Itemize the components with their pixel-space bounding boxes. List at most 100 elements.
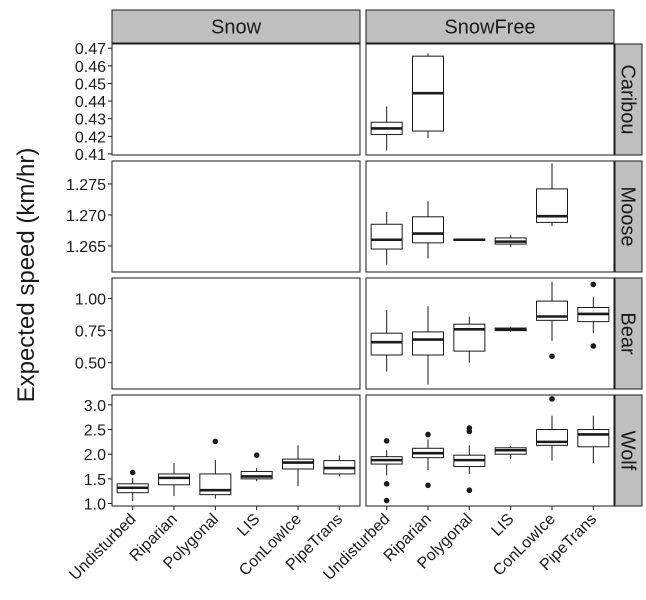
box-iqr (412, 331, 444, 356)
box-polygonal (199, 438, 232, 499)
y-tick-label: 0.46 (75, 59, 106, 76)
outlier-point (253, 452, 260, 458)
box-iqr (412, 216, 444, 244)
box-lis (494, 445, 527, 460)
box-polygonal (453, 316, 486, 363)
outlier-point (383, 497, 390, 504)
row-strip-label: Bear (617, 312, 639, 355)
box-iqr (370, 332, 403, 356)
panel-wolf-snowfree (365, 394, 615, 507)
outlier-point (549, 396, 555, 402)
box-undisturbed (116, 469, 149, 502)
row-strip-label: Moose (617, 186, 639, 246)
row-strips: Caribou Moose Bear Wolf (614, 43, 643, 507)
box-pipetrans (577, 415, 610, 464)
box-undisturbed (370, 211, 403, 265)
panel-border (111, 160, 361, 273)
column-strip-label: SnowFree (444, 17, 535, 39)
panel-wolf-snow (111, 394, 361, 507)
outlier-point (590, 343, 597, 349)
panel-caribou-snow (111, 43, 361, 156)
panel-bear-snowfree (365, 277, 615, 390)
box-undisturbed (370, 438, 403, 504)
y-tick-label: 0.41 (75, 147, 106, 164)
y-tick-label: 0.44 (75, 94, 106, 111)
outlier-point (212, 438, 219, 445)
panel-border (365, 277, 615, 390)
y-axis-title: Expected speed (km/hr) (13, 148, 40, 403)
box-iqr (370, 223, 403, 250)
y-tick-label: 1.270 (66, 208, 106, 225)
box-iqr (282, 458, 314, 470)
y-tick-label: 3.0 (84, 398, 106, 415)
box-lis (240, 452, 273, 482)
outlier-point (590, 281, 597, 288)
y-tick-label: 0.47 (75, 41, 106, 58)
y-tick-label: 2.5 (84, 423, 106, 440)
outlier-point (383, 438, 390, 444)
panel-border (365, 394, 615, 507)
box-undisturbed (370, 106, 403, 151)
x-tick-label: LIS (234, 511, 263, 540)
box-polygonal (453, 238, 486, 242)
row-strip-moose (614, 160, 643, 273)
box-iqr (199, 473, 232, 496)
y-tick-label: 1.275 (66, 177, 106, 194)
box-pipetrans (323, 455, 356, 477)
outlier-point (425, 431, 431, 438)
y-tick-label: 0.42 (75, 129, 106, 146)
box-conlowice (536, 163, 568, 227)
outlier-point (129, 469, 136, 476)
y-tick-label: 1.00 (75, 292, 106, 309)
panel-border (111, 277, 361, 390)
row-strip-bear (614, 277, 643, 390)
panel-moose-snow (111, 160, 361, 273)
panel-border (365, 160, 615, 273)
box-riparian (412, 306, 444, 385)
y-tick-label: 1.0 (84, 497, 106, 514)
x-tick-label: Undisturbed (66, 511, 139, 584)
row-strip-label: Wolf (617, 431, 639, 471)
y-tick-label: 0.45 (75, 76, 106, 93)
outlier-point (383, 481, 390, 487)
panel-moose-snowfree (365, 160, 615, 273)
outlier-point (549, 353, 555, 360)
box-polygonal (453, 425, 486, 494)
box-riparian (158, 463, 190, 497)
row-strip-wolf (614, 394, 643, 507)
panel-border (111, 43, 361, 156)
outlier-point (466, 428, 473, 435)
box-pipetrans (577, 281, 610, 349)
column-strips: Snow SnowFree (111, 9, 615, 44)
box-conlowice (536, 396, 568, 461)
y-tick-label: 0.43 (75, 112, 106, 129)
box-riparian (412, 431, 444, 489)
panel-border (365, 43, 615, 156)
y-tick-label: 0.75 (75, 324, 106, 341)
box-riparian (412, 201, 444, 259)
y-tick-label: 1.5 (84, 472, 106, 489)
outlier-point (466, 487, 473, 494)
outlier-point (425, 482, 431, 489)
facet-panels (111, 43, 615, 507)
panel-border (111, 394, 361, 507)
box-lis (494, 326, 527, 332)
x-tick-label: LIS (488, 511, 517, 540)
column-strip-snow (111, 9, 361, 44)
column-strip-snowfree (365, 9, 615, 44)
box-undisturbed (370, 310, 403, 372)
y-tick-label: 2.0 (84, 447, 106, 464)
box-conlowice (536, 281, 568, 360)
y-tick-label: 1.265 (66, 239, 106, 256)
y-tick-label: 0.50 (75, 356, 106, 373)
panel-caribou-snowfree (365, 43, 615, 156)
panel-bear-snow (111, 277, 361, 390)
box-riparian (412, 53, 444, 139)
row-strip-label: Caribou (617, 64, 639, 134)
row-strip-caribou (614, 43, 643, 156)
column-strip-label: Snow (211, 17, 262, 39)
box-lis (494, 234, 527, 248)
box-iqr (577, 429, 610, 448)
